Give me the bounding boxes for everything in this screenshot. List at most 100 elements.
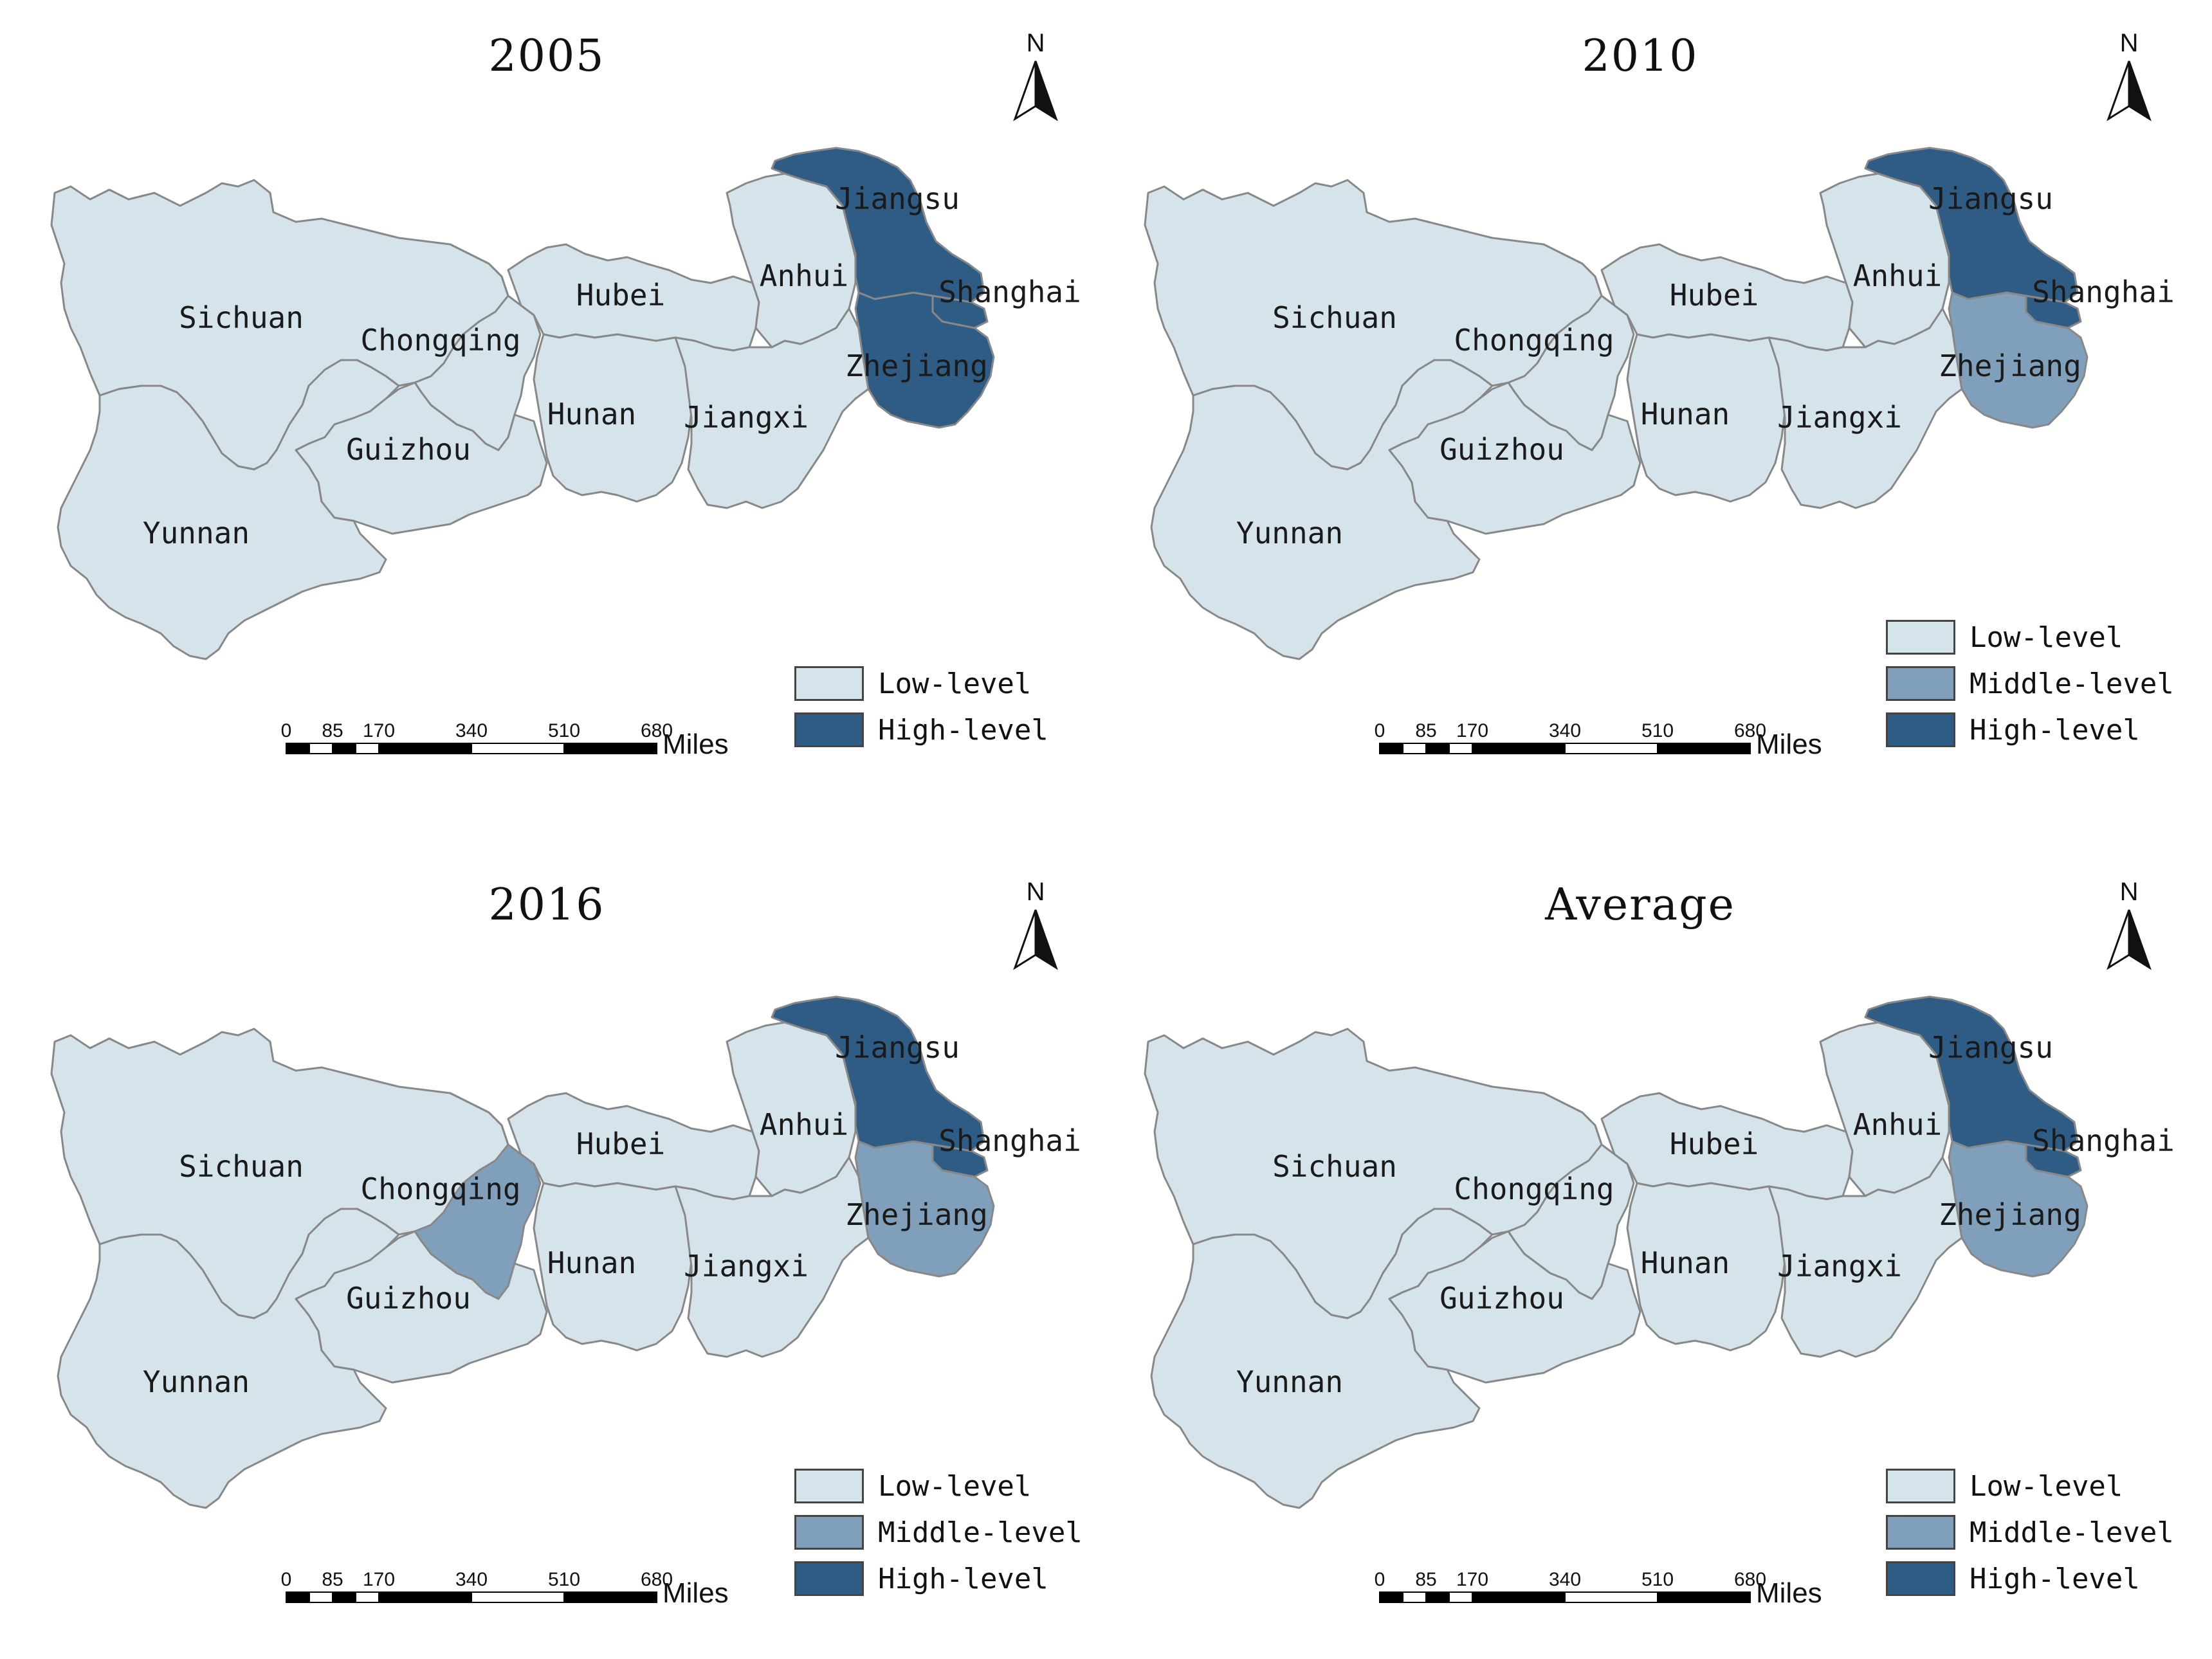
province-label-yunnan: Yunnan [1236, 516, 1343, 550]
province-label-hunan: Hunan [547, 1246, 636, 1280]
legend-label: Low-level [1970, 1470, 2123, 1503]
scale-tick-label: 510 [1641, 1569, 1674, 1590]
province-jiangxi [674, 1156, 870, 1358]
province-label-anhui: Anhui [760, 1107, 848, 1142]
province-map: Sichuan Yunnan Chongqing Guizhou Hubei Hunan A… [1144, 29, 2175, 760]
province-label-guizhou: Guizhou [346, 432, 471, 467]
province-label-yunnan: Yunnan [1236, 1364, 1343, 1399]
province-jiangxi [1768, 307, 1963, 509]
map-title: 2005 [488, 31, 605, 82]
north-arrow-icon: N [1013, 878, 1058, 970]
province-shanghai [2025, 1143, 2082, 1178]
province-label-jiangxi: Jiangxi [684, 1249, 809, 1283]
province-label-anhui: Anhui [1853, 1107, 1942, 1142]
scale-unit-label: Miles [663, 729, 729, 760]
legend-swatch [1886, 1469, 1955, 1503]
scale-tick-label: 85 [1415, 1569, 1436, 1590]
scale-unit-label: Miles [1756, 729, 1822, 760]
province-label-jiangsu: Jiangsu [835, 1030, 960, 1065]
legend-label: Low-level [878, 667, 1032, 700]
scale-tick-label: 340 [455, 1569, 488, 1590]
svg-text:N: N [1027, 878, 1045, 906]
province-label-guizhou: Guizhou [1440, 1281, 1564, 1316]
scale-tick-label: 85 [1415, 720, 1436, 741]
scale-unit-label: Miles [1756, 1577, 1822, 1609]
legend-label: High-level [1970, 714, 2140, 747]
province-shanghai [931, 295, 989, 329]
province-guizhou [1388, 381, 1641, 535]
north-arrow-icon: N [2107, 878, 2152, 970]
province-guizhou [1388, 1230, 1641, 1384]
province-label-hubei: Hubei [1670, 1127, 1759, 1161]
province-jiangxi [1768, 1156, 1963, 1358]
province-label-hunan: Hunan [1641, 1246, 1730, 1280]
scale-tick-label: 510 [548, 1569, 580, 1590]
scale-tick-label: 170 [363, 1569, 395, 1590]
scale-tick-label: 85 [322, 1569, 343, 1590]
province-label-shanghai: Shanghai [2032, 275, 2175, 309]
svg-text:N: N [1027, 29, 1045, 57]
legend-swatch [1886, 1561, 1955, 1596]
province-guizhou [295, 1230, 548, 1384]
province-label-hubei: Hubei [576, 1127, 665, 1161]
province-label-anhui: Anhui [760, 258, 848, 293]
svg-text:N: N [2120, 878, 2139, 906]
legend-swatch [1886, 712, 1955, 747]
province-label-zhejiang: Zhejiang [1939, 349, 2081, 383]
legend-label: High-level [878, 1563, 1048, 1595]
legend-label: High-level [1970, 1563, 2140, 1595]
province-label-hunan: Hunan [1641, 397, 1730, 431]
province-label-shanghai: Shanghai [938, 1123, 1081, 1158]
province-map: Sichuan Yunnan Chongqing Guizhou Hubei Hunan A… [1144, 878, 2175, 1609]
legend-swatch [1886, 620, 1955, 655]
scale-tick-label: 340 [455, 720, 488, 741]
province-label-guizhou: Guizhou [346, 1281, 471, 1316]
province-label-zhejiang: Zhejiang [1939, 1197, 2081, 1232]
scale-tick-label: 170 [1456, 1569, 1488, 1590]
province-label-hubei: Hubei [576, 278, 665, 313]
legend-label: Middle-level [1970, 1516, 2174, 1549]
map-panel-average: Average Sichuan Yunnan Chongqing Guizhou Hub… [1093, 849, 2180, 1659]
scale-unit-label: Miles [663, 1577, 729, 1609]
province-label-sichuan: Sichuan [1272, 1149, 1397, 1184]
legend-swatch [794, 712, 864, 747]
province-jiangxi [674, 307, 870, 509]
svg-text:N: N [2120, 29, 2139, 57]
legend-label: Low-level [1970, 621, 2123, 654]
legend-label: Middle-level [878, 1516, 1083, 1549]
map-title: 2010 [1582, 31, 1699, 82]
province-label-sichuan: Sichuan [179, 1149, 304, 1184]
province-label-shanghai: Shanghai [2032, 1123, 2175, 1158]
legend-label: High-level [878, 714, 1048, 747]
map-title: 2016 [488, 880, 605, 930]
province-label-hubei: Hubei [1670, 278, 1759, 313]
scale-tick-label: 0 [281, 1569, 292, 1590]
province-label-anhui: Anhui [1853, 258, 1942, 293]
north-arrow-icon: N [2107, 29, 2152, 122]
province-label-zhejiang: Zhejiang [845, 349, 988, 383]
province-label-jiangsu: Jiangsu [835, 181, 960, 216]
scale-tick-label: 0 [1375, 1569, 1385, 1590]
scale-tick-label: 0 [1375, 720, 1385, 741]
legend-swatch [794, 666, 864, 701]
map-panel-2010: 2010 Sichuan Yunnan Chongqing Guizhou Hubei H… [1093, 0, 2180, 810]
province-shanghai [2025, 295, 2082, 329]
province-shanghai [931, 1143, 989, 1178]
province-label-yunnan: Yunnan [143, 1364, 250, 1399]
province-label-shanghai: Shanghai [938, 275, 1081, 309]
scale-tick-label: 340 [1549, 1569, 1581, 1590]
scale-tick-label: 0 [281, 720, 292, 741]
province-label-chongqing: Chongqing [360, 1172, 520, 1206]
scale-tick-label: 340 [1549, 720, 1581, 741]
province-label-chongqing: Chongqing [1454, 323, 1614, 358]
province-label-yunnan: Yunnan [143, 516, 250, 550]
scale-tick-label: 680 [641, 1569, 673, 1590]
province-map: Sichuan Yunnan Chongqing Guizhou Hubei Hunan A… [50, 29, 1081, 760]
province-label-jiangsu: Jiangsu [1928, 1030, 2053, 1065]
province-label-guizhou: Guizhou [1440, 432, 1564, 467]
province-label-chongqing: Chongqing [360, 323, 520, 358]
province-map: Sichuan Yunnan Chongqing Guizhou Hubei Hunan A… [50, 878, 1081, 1609]
